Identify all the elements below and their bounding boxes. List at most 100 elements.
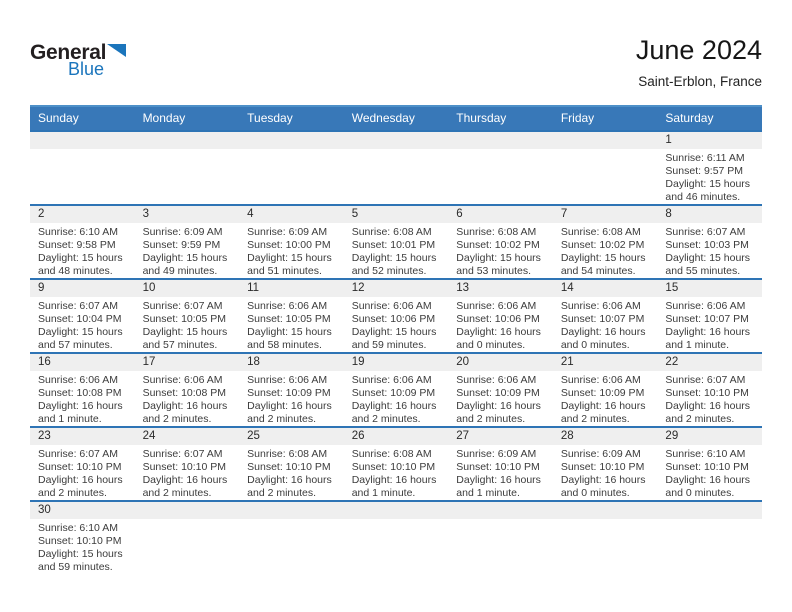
daylight-text: and 2 minutes. xyxy=(456,413,526,425)
daylight-text: and 2 minutes. xyxy=(247,487,317,499)
day-number: 16 xyxy=(30,354,135,371)
day-cell-empty xyxy=(448,132,553,204)
day-cell-25: 25 Sunrise: 6:08 AM Sunset: 10:10 PM Daylig… xyxy=(239,428,344,500)
day-details: Sunrise: 6:06 AM Sunset: 10:08 PM Daylight… xyxy=(30,371,135,426)
sunrise-text: Sunrise: 6:06 AM xyxy=(351,374,432,386)
sunrise-text: Sunrise: 6:10 AM xyxy=(38,226,118,238)
sunset-text: Sunset: 10:09 PM xyxy=(456,387,540,399)
daylight-text: Daylight: 16 hours xyxy=(247,400,332,412)
page-title: June 2024 xyxy=(635,35,762,65)
sunrise-text: Sunrise: 6:07 AM xyxy=(142,448,223,460)
sunrise-text: Sunrise: 6:06 AM xyxy=(247,300,328,312)
sunrise-text: Sunrise: 6:08 AM xyxy=(351,448,432,460)
day-cell-28: 28 Sunrise: 6:09 AM Sunset: 10:10 PM Daylig… xyxy=(552,428,658,500)
logo-blue-text: Blue xyxy=(68,59,105,79)
daylight-text: Daylight: 16 hours xyxy=(456,474,541,486)
daylight-text: and 2 minutes. xyxy=(665,413,735,425)
day-number: 27 xyxy=(448,428,553,445)
sunset-text: Sunset: 10:08 PM xyxy=(142,387,227,399)
sunrise-text: Sunrise: 6:06 AM xyxy=(665,300,746,312)
daylight-text: and 1 minute. xyxy=(351,487,416,499)
daylight-text: Daylight: 15 hours xyxy=(560,252,646,264)
day-details: Sunrise: 6:06 AM Sunset: 10:09 PM Daylight… xyxy=(553,371,658,426)
day-details: Sunrise: 6:07 AM Sunset: 10:10 PM Daylight… xyxy=(30,445,135,500)
day-number: 18 xyxy=(239,354,344,371)
day-number: 30 xyxy=(30,502,135,519)
sunset-text: Sunset: 9:59 PM xyxy=(142,239,221,251)
daylight-text: and 2 minutes. xyxy=(351,413,421,425)
sunset-text: Sunset: 10:09 PM xyxy=(247,387,331,399)
day-number: 23 xyxy=(30,428,135,445)
day-cell-23: 23 Sunrise: 6:07 AM Sunset: 10:10 PM Daylig… xyxy=(30,428,135,500)
day-number: 25 xyxy=(239,428,344,445)
daylight-text: Daylight: 16 hours xyxy=(351,474,437,486)
day-cell-empty xyxy=(239,132,344,204)
day-details: Sunrise: 6:07 AM Sunset: 10:10 PM Daylight… xyxy=(135,445,240,500)
daylight-text: Daylight: 15 hours xyxy=(247,326,332,338)
day-details: Sunrise: 6:06 AM Sunset: 10:06 PM Daylight… xyxy=(344,297,449,352)
sunrise-text: Sunrise: 6:09 AM xyxy=(456,448,537,460)
sunset-text: Sunset: 10:08 PM xyxy=(38,387,122,399)
week-row: 23 Sunrise: 6:07 AM Sunset: 10:10 PM Daylig… xyxy=(30,426,762,500)
sunset-text: Sunset: 10:10 PM xyxy=(665,461,749,473)
daylight-text: and 0 minutes. xyxy=(456,339,526,351)
week-row: 1 Sunrise: 6:11 AM Sunset: 9:57 PM Daylight… xyxy=(30,130,762,204)
day-details: Sunrise: 6:06 AM Sunset: 10:05 PM Daylight… xyxy=(239,297,344,352)
sunset-text: Sunset: 10:10 PM xyxy=(456,461,540,473)
day-details: Sunrise: 6:08 AM Sunset: 10:02 PM Daylight… xyxy=(448,223,553,278)
day-details: Sunrise: 6:09 AM Sunset: 10:00 PM Daylight… xyxy=(239,223,344,278)
day-cell-26: 26 Sunrise: 6:08 AM Sunset: 10:10 PM Daylig… xyxy=(343,428,449,500)
day-cell-empty xyxy=(134,502,240,574)
daylight-text: Daylight: 15 hours xyxy=(38,252,123,264)
day-cell-empty xyxy=(448,502,553,574)
day-number xyxy=(343,132,449,149)
day-cell-5: 5 Sunrise: 6:08 AM Sunset: 10:01 PM Dayligh… xyxy=(343,206,449,278)
daylight-text: Daylight: 16 hours xyxy=(665,400,751,412)
day-details: Sunrise: 6:06 AM Sunset: 10:07 PM Daylight… xyxy=(657,297,762,352)
sunrise-text: Sunrise: 6:09 AM xyxy=(560,448,641,460)
daylight-text: and 48 minutes. xyxy=(38,265,113,277)
day-number: 24 xyxy=(134,428,240,445)
sunset-text: Sunset: 10:07 PM xyxy=(665,313,749,325)
daylight-text: and 1 minute. xyxy=(665,339,730,351)
day-details: Sunrise: 6:08 AM Sunset: 10:01 PM Daylight… xyxy=(344,223,449,278)
daylight-text: Daylight: 16 hours xyxy=(38,400,123,412)
daylight-text: Daylight: 16 hours xyxy=(665,326,751,338)
day-number: 20 xyxy=(448,354,553,371)
day-details: Sunrise: 6:06 AM Sunset: 10:09 PM Daylight… xyxy=(448,371,553,426)
daylight-text: Daylight: 16 hours xyxy=(247,474,332,486)
day-number: 3 xyxy=(134,206,240,223)
day-number: 9 xyxy=(30,280,135,297)
day-cell-empty xyxy=(657,502,762,574)
day-number xyxy=(239,132,344,149)
day-cell-empty xyxy=(343,132,449,204)
day-details: Sunrise: 6:07 AM Sunset: 10:10 PM Daylight… xyxy=(657,371,762,426)
daylight-text: and 2 minutes. xyxy=(142,487,212,499)
day-number xyxy=(552,132,658,149)
day-number: 15 xyxy=(657,280,762,297)
calendar-table: Sunday Monday Tuesday Wednesday Thursday Frid… xyxy=(30,105,762,574)
day-details: Sunrise: 6:08 AM Sunset: 10:10 PM Daylight… xyxy=(239,445,344,500)
week-row: 30 Sunrise: 6:10 AM Sunset: 10:10 PM Daylig… xyxy=(30,500,762,574)
daylight-text: and 59 minutes. xyxy=(38,561,113,573)
sunrise-text: Sunrise: 6:06 AM xyxy=(142,374,223,386)
daylight-text: and 59 minutes. xyxy=(351,339,427,351)
day-details: Sunrise: 6:10 AM Sunset: 9:58 PM Daylight:… xyxy=(30,223,135,278)
sunset-text: Sunset: 10:10 PM xyxy=(38,535,122,547)
daylight-text: and 2 minutes. xyxy=(560,413,630,425)
day-details: Sunrise: 6:09 AM Sunset: 10:10 PM Daylight… xyxy=(448,445,553,500)
day-number: 1 xyxy=(657,132,762,149)
day-cell-12: 12 Sunrise: 6:06 AM Sunset: 10:06 PM Daylig… xyxy=(343,280,449,352)
weekday-header-monday: Monday xyxy=(142,111,186,125)
day-details: Sunrise: 6:09 AM Sunset: 9:59 PM Daylight:… xyxy=(135,223,240,278)
day-details: Sunrise: 6:07 AM Sunset: 10:05 PM Daylight… xyxy=(135,297,240,352)
day-number: 17 xyxy=(134,354,240,371)
day-details: Sunrise: 6:11 AM Sunset: 9:57 PM Daylight:… xyxy=(657,149,762,204)
daylight-text: and 54 minutes. xyxy=(560,265,636,277)
daylight-text: and 0 minutes. xyxy=(560,339,630,351)
day-cell-27: 27 Sunrise: 6:09 AM Sunset: 10:10 PM Daylig… xyxy=(448,428,553,500)
sunrise-text: Sunrise: 6:07 AM xyxy=(665,374,746,386)
day-number xyxy=(134,502,240,519)
day-cell-7: 7 Sunrise: 6:08 AM Sunset: 10:02 PM Dayligh… xyxy=(552,206,658,278)
calendar-grid: 1 Sunrise: 6:11 AM Sunset: 9:57 PM Daylight… xyxy=(30,130,762,574)
